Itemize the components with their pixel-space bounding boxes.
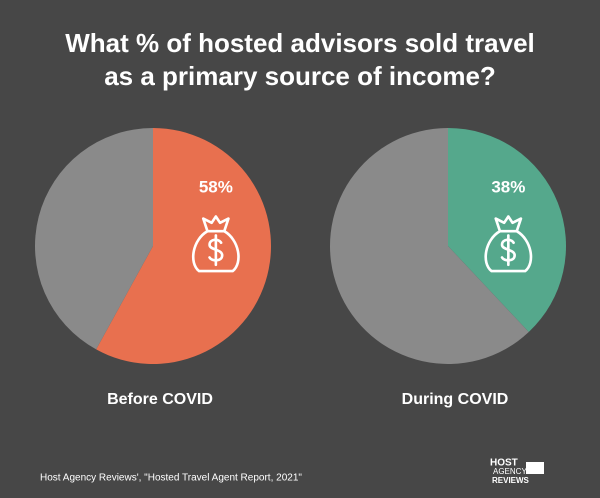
pie-slice bbox=[96, 128, 271, 364]
money-bag-icon bbox=[484, 215, 533, 273]
pie-label: During COVID bbox=[402, 391, 509, 408]
icon-stroke bbox=[494, 215, 523, 233]
logo-text: HOST bbox=[490, 458, 518, 469]
title-line: What % of hosted advisors sold travel bbox=[65, 28, 535, 58]
value-label: 38% bbox=[491, 177, 525, 196]
pie-label: Before COVID bbox=[107, 391, 213, 408]
logo-text: REVIEWS bbox=[492, 476, 530, 485]
title-line: as a primary source of income? bbox=[104, 61, 496, 91]
icon-stroke bbox=[191, 229, 240, 273]
logo-text: AGENCY bbox=[493, 467, 527, 476]
logo-truck bbox=[526, 462, 544, 474]
icon-stroke bbox=[484, 229, 533, 273]
icon-stroke bbox=[201, 215, 230, 233]
money-bag-icon bbox=[191, 215, 240, 273]
pie-slice bbox=[35, 128, 154, 350]
source: Host Agency Reviews', "Hosted Travel Age… bbox=[40, 473, 302, 484]
logo: HOST AGENCY REVIEWS bbox=[490, 458, 544, 485]
value-label: 58% bbox=[199, 177, 233, 196]
pie-slice bbox=[330, 128, 529, 364]
